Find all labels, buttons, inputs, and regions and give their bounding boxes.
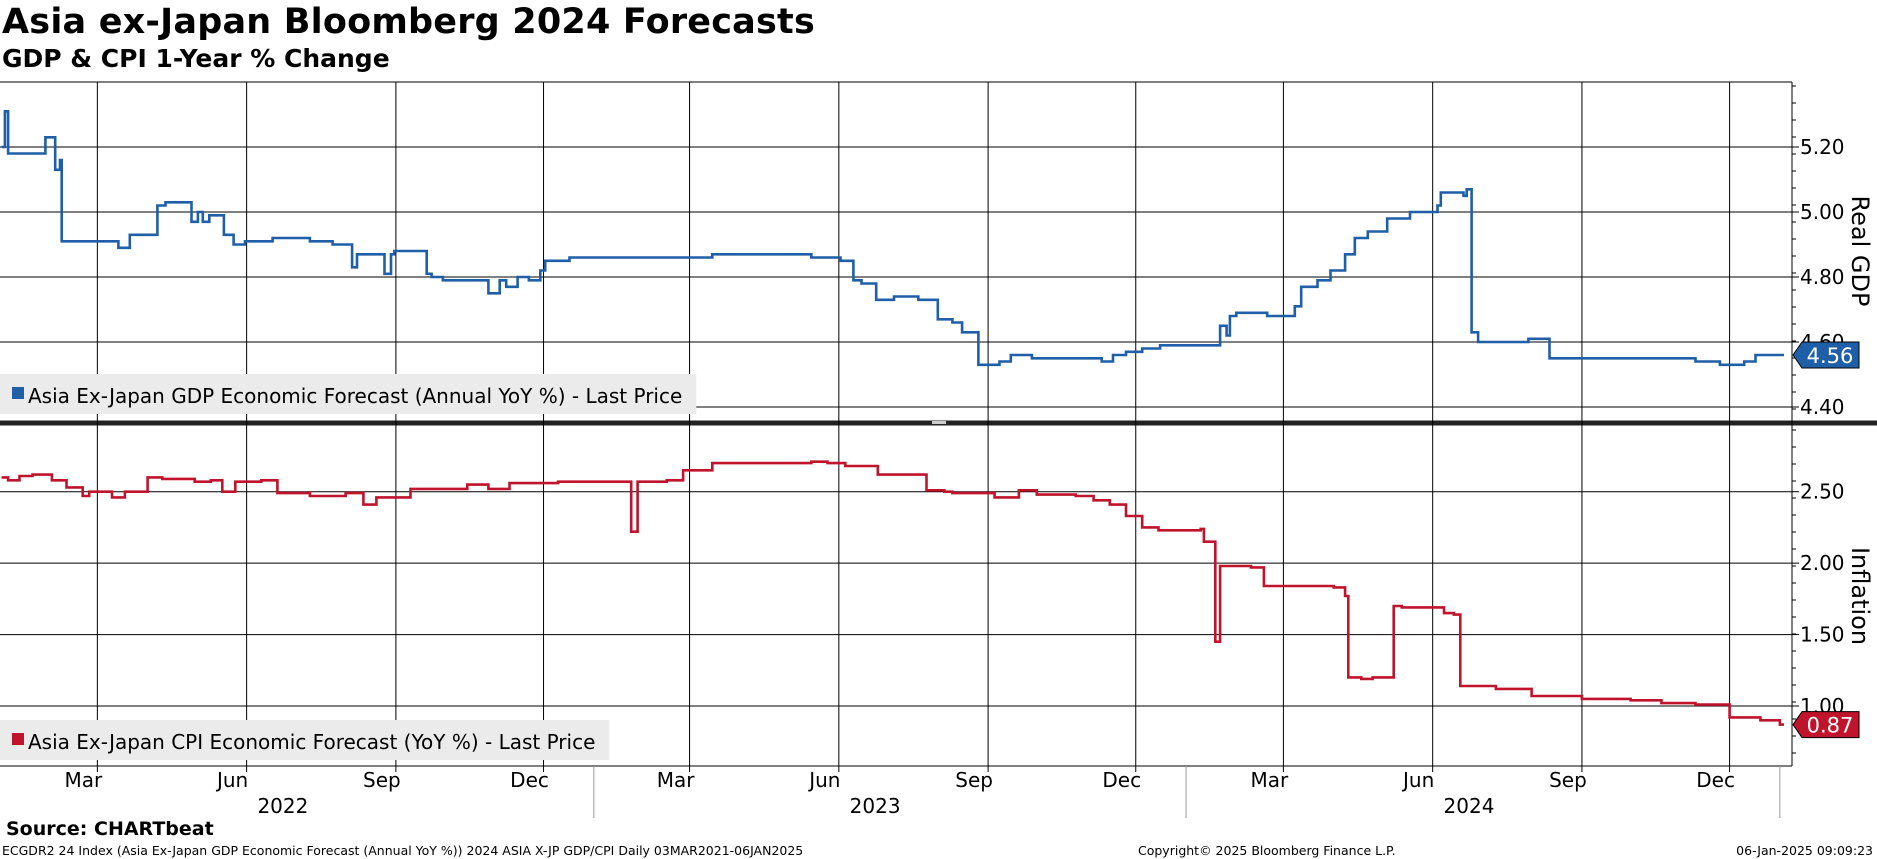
last-value-label: 0.87 (1807, 714, 1854, 738)
footer-timestamp: 06-Jan-2025 09:09:23 (1736, 843, 1873, 858)
chart-subtitle: GDP & CPI 1-Year % Change (2, 44, 390, 73)
footer-description: ECGDR2 24 Index (Asia Ex-Japan GDP Econo… (2, 843, 804, 858)
legend-box (0, 374, 697, 414)
y-tick-label: 1.50 (1800, 623, 1845, 647)
x-tick-label: Sep (1549, 768, 1587, 792)
legend-label: Asia Ex-Japan GDP Economic Forecast (Ann… (28, 384, 682, 408)
x-tick-label: Mar (657, 768, 696, 792)
series-line-top (1, 110, 1784, 367)
x-year-label: 2022 (257, 794, 308, 818)
x-year-label: 2024 (1444, 794, 1495, 818)
divider-handle (932, 421, 946, 424)
chart-title: Asia ex-Japan Bloomberg 2024 Forecasts (2, 2, 815, 42)
legend-swatch (12, 387, 24, 399)
y-tick-label: 2.00 (1800, 551, 1845, 575)
x-tick-label: Jun (807, 768, 840, 792)
x-tick-label: Jun (215, 768, 248, 792)
y-axis-label: Real GDP (1846, 196, 1874, 307)
series-layer (1, 110, 1784, 726)
source-note: Source: CHARTbeat (6, 818, 214, 840)
x-tick-label: Mar (64, 768, 103, 792)
legend-layer: Asia Ex-Japan GDP Economic Forecast (Ann… (0, 374, 697, 760)
last-value-badge (1792, 711, 1860, 739)
legend-box (0, 720, 610, 760)
legend-swatch (12, 733, 24, 745)
last-value-label: 4.56 (1807, 344, 1854, 368)
x-tick-label: Dec (510, 768, 549, 792)
y-tick-label: 5.00 (1800, 200, 1845, 224)
grid-layer (0, 81, 1877, 767)
axis-layer: Mar Jun Sep Dec Mar Jun Sep Dec Mar Jun Sep Dec 2022… (64, 85, 1874, 818)
x-tick-label: Jun (1401, 768, 1434, 792)
y-tick-label: 4.40 (1800, 395, 1845, 419)
footer-copyright: Copyright© 2025 Bloomberg Finance L.P. (1138, 843, 1396, 858)
last-value-badge (1792, 341, 1860, 369)
x-tick-label: Dec (1102, 768, 1141, 792)
y-tick-label: 4.80 (1800, 265, 1845, 289)
x-tick-label: Sep (955, 768, 993, 792)
x-year-label: 2023 (850, 794, 901, 818)
x-tick-label: Mar (1251, 768, 1290, 792)
y-axis-label: Inflation (1846, 547, 1874, 645)
series-line-bottom (1, 460, 1784, 726)
y-tick-label: 5.20 (1800, 135, 1845, 159)
y-tick-label: 2.50 (1800, 480, 1845, 504)
x-tick-label: Sep (363, 768, 401, 792)
legend-label: Asia Ex-Japan CPI Economic Forecast (YoY… (28, 730, 595, 754)
x-tick-label: Dec (1696, 768, 1735, 792)
